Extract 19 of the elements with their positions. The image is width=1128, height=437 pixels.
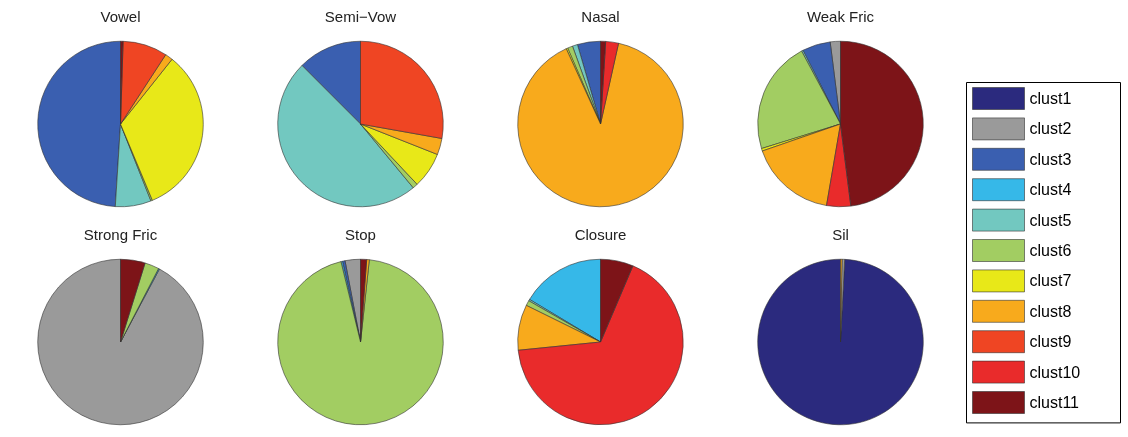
legend-label: clust11: [1029, 394, 1080, 411]
legend-label: clust5: [1029, 211, 1072, 229]
chart-title: Stop: [345, 225, 376, 243]
chart-title: Sil: [832, 225, 849, 243]
legend-label: clust7: [1029, 272, 1072, 290]
legend-label: clust3: [1029, 150, 1072, 168]
legend-label: clust6: [1029, 242, 1072, 259]
chart-title: Vowel: [100, 7, 141, 25]
chart-title: Closure: [574, 225, 627, 243]
chart-title: Weak Fric: [806, 7, 875, 25]
chart-title: Strong Fric: [83, 225, 158, 243]
legend-label: clust4: [1029, 181, 1072, 199]
legend-label: clust8: [1029, 302, 1072, 320]
legend-label: clust2: [1029, 120, 1072, 138]
legend-label: clust9: [1029, 333, 1072, 351]
legend-label: clust10: [1029, 363, 1081, 381]
chart-title: Semi−Vow: [324, 7, 397, 25]
legend-label: clust1: [1029, 90, 1072, 107]
chart-title: Nasal: [581, 7, 620, 25]
